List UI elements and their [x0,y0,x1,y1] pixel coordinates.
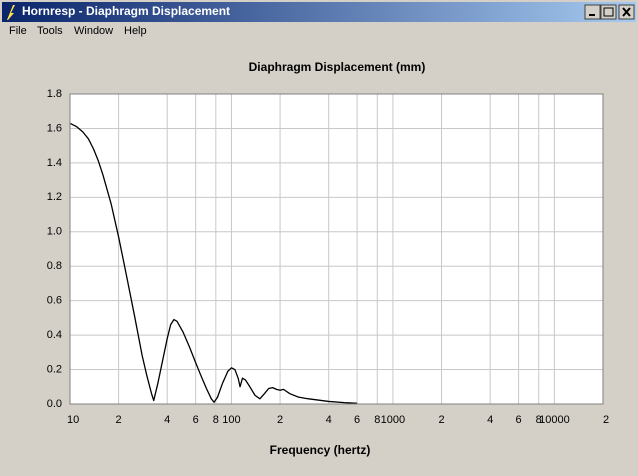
maximize-icon [603,7,614,17]
plot-border [69,93,604,405]
x-tick-label: 100 [222,414,240,426]
y-tick-label: 1.2 [47,191,62,203]
y-tick-label: 0.2 [47,363,62,375]
menu-item[interactable]: Window [74,25,113,37]
y-tick-label: 1.0 [47,226,62,238]
x-tick-label: 2 [277,414,283,426]
menu-item[interactable]: File [9,25,27,37]
menu-bar: File Tools Window Help [9,25,147,37]
x-tick-label: 10 [67,414,79,426]
x-tick-label: 4 [326,414,332,426]
x-tick-label: 8 [213,414,219,426]
x-tick-label: 6 [516,414,522,426]
y-tick-label: 1.6 [47,122,62,134]
close-icon [622,7,631,17]
data-line [69,122,358,404]
y-tick-label: 1.8 [47,88,62,100]
x-tick-label: 4 [487,414,493,426]
x-tick-label: 1000 [381,414,405,426]
menu-item[interactable]: Help [124,25,147,37]
app-icon [7,5,15,20]
x-tick-label: 6 [193,414,199,426]
chart-title: Diaphragm Displacement (mm) [249,60,426,74]
x-axis-label: Frequency (hertz) [270,443,371,457]
x-tick-label: 8 [374,414,380,426]
x-tick-label: 10000 [539,414,570,426]
plot [69,122,358,404]
minimize-button[interactable] [584,4,601,20]
x-tick-label: 6 [354,414,360,426]
window-buttons [584,4,635,20]
x-tick-label: 2 [603,414,609,426]
y-tick-label: 0.6 [47,295,62,307]
x-tick-label: 2 [438,414,444,426]
x-tick-label: 4 [164,414,170,426]
x-tick-label: 2 [116,414,122,426]
plot-area [70,94,603,404]
title-bar [2,2,636,22]
window-title: Hornresp - Diaphragm Displacement [22,4,230,18]
x-tick-label: 8 [536,414,542,426]
y-tick-label: 0.4 [47,329,62,341]
maximize-button[interactable] [600,4,617,20]
y-tick-label: 1.4 [47,157,62,169]
menu-item[interactable]: Tools [37,25,63,37]
y-tick-label: 0.8 [47,260,62,272]
y-tick-label: 0.0 [47,398,62,410]
